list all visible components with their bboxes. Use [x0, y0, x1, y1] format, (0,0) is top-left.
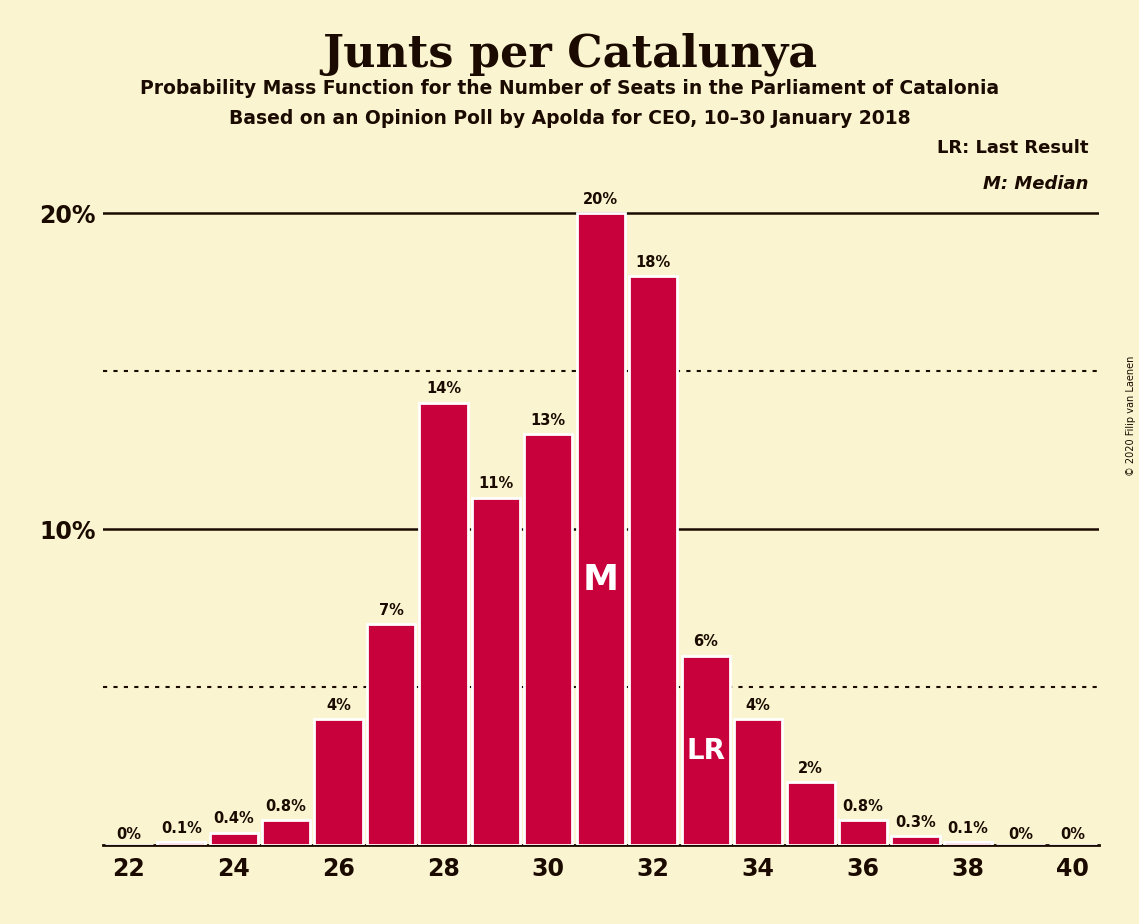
Text: 20%: 20% — [583, 191, 618, 207]
Bar — [944, 843, 992, 845]
Text: Probability Mass Function for the Number of Seats in the Parliament of Catalonia: Probability Mass Function for the Number… — [140, 79, 999, 98]
Text: Junts per Catalunya: Junts per Catalunya — [322, 32, 817, 76]
Text: 0.3%: 0.3% — [895, 815, 936, 830]
Bar — [839, 821, 887, 845]
Bar — [314, 719, 362, 845]
Text: 0%: 0% — [1060, 827, 1085, 843]
Text: 11%: 11% — [478, 476, 514, 492]
Bar — [262, 821, 310, 845]
Bar — [367, 624, 415, 845]
Bar — [419, 403, 468, 845]
Text: 14%: 14% — [426, 382, 461, 396]
Text: 4%: 4% — [746, 698, 771, 712]
Bar — [629, 276, 678, 845]
Bar — [892, 836, 940, 845]
Text: LR: LR — [686, 736, 726, 764]
Bar — [524, 434, 573, 845]
Text: 0.1%: 0.1% — [948, 821, 989, 836]
Text: 7%: 7% — [378, 602, 403, 618]
Text: M: Median: M: Median — [983, 175, 1089, 193]
Text: 0.1%: 0.1% — [161, 821, 202, 836]
Text: 2%: 2% — [798, 760, 823, 776]
Text: M: M — [583, 563, 618, 597]
Bar — [576, 213, 625, 845]
Bar — [681, 656, 730, 845]
Text: 0.8%: 0.8% — [265, 799, 306, 814]
Text: 6%: 6% — [694, 635, 719, 650]
Text: 0.4%: 0.4% — [213, 811, 254, 826]
Bar — [734, 719, 782, 845]
Bar — [157, 843, 205, 845]
Text: 0.8%: 0.8% — [843, 799, 884, 814]
Text: 13%: 13% — [531, 413, 566, 428]
Text: © 2020 Filip van Laenen: © 2020 Filip van Laenen — [1126, 356, 1136, 476]
Text: Based on an Opinion Poll by Apolda for CEO, 10–30 January 2018: Based on an Opinion Poll by Apolda for C… — [229, 109, 910, 128]
Text: 4%: 4% — [326, 698, 351, 712]
Text: LR: Last Result: LR: Last Result — [937, 139, 1089, 157]
Bar — [787, 783, 835, 845]
Bar — [210, 833, 257, 845]
Text: 0%: 0% — [1008, 827, 1033, 843]
Bar — [472, 498, 521, 845]
Text: 0%: 0% — [116, 827, 141, 843]
Text: 18%: 18% — [636, 255, 671, 270]
